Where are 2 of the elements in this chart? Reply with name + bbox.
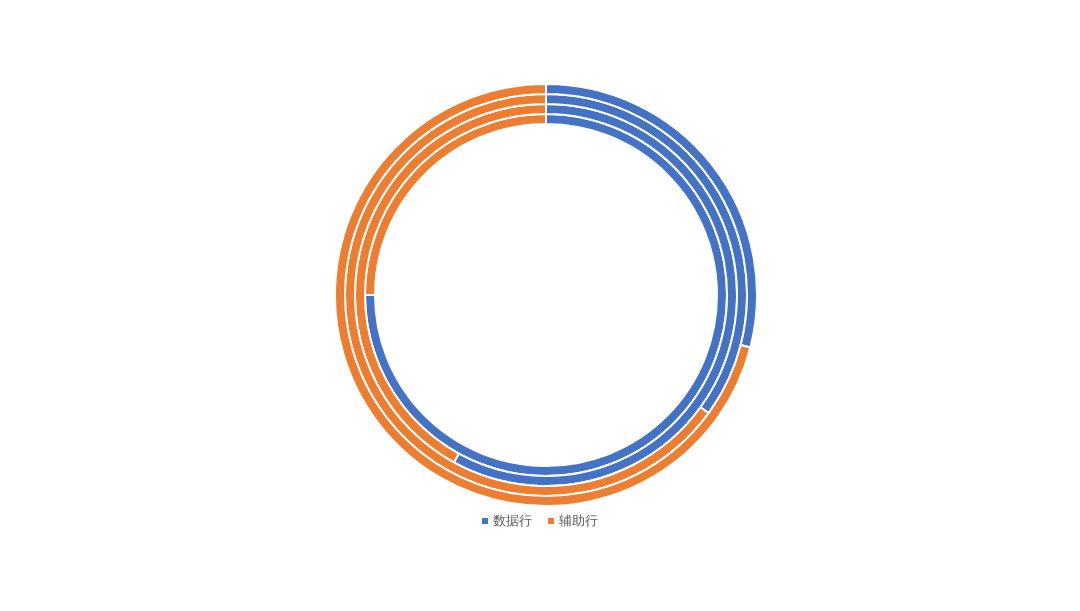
legend-label: 数据行 <box>492 512 532 530</box>
legend-label: 辅助行 <box>558 512 598 530</box>
